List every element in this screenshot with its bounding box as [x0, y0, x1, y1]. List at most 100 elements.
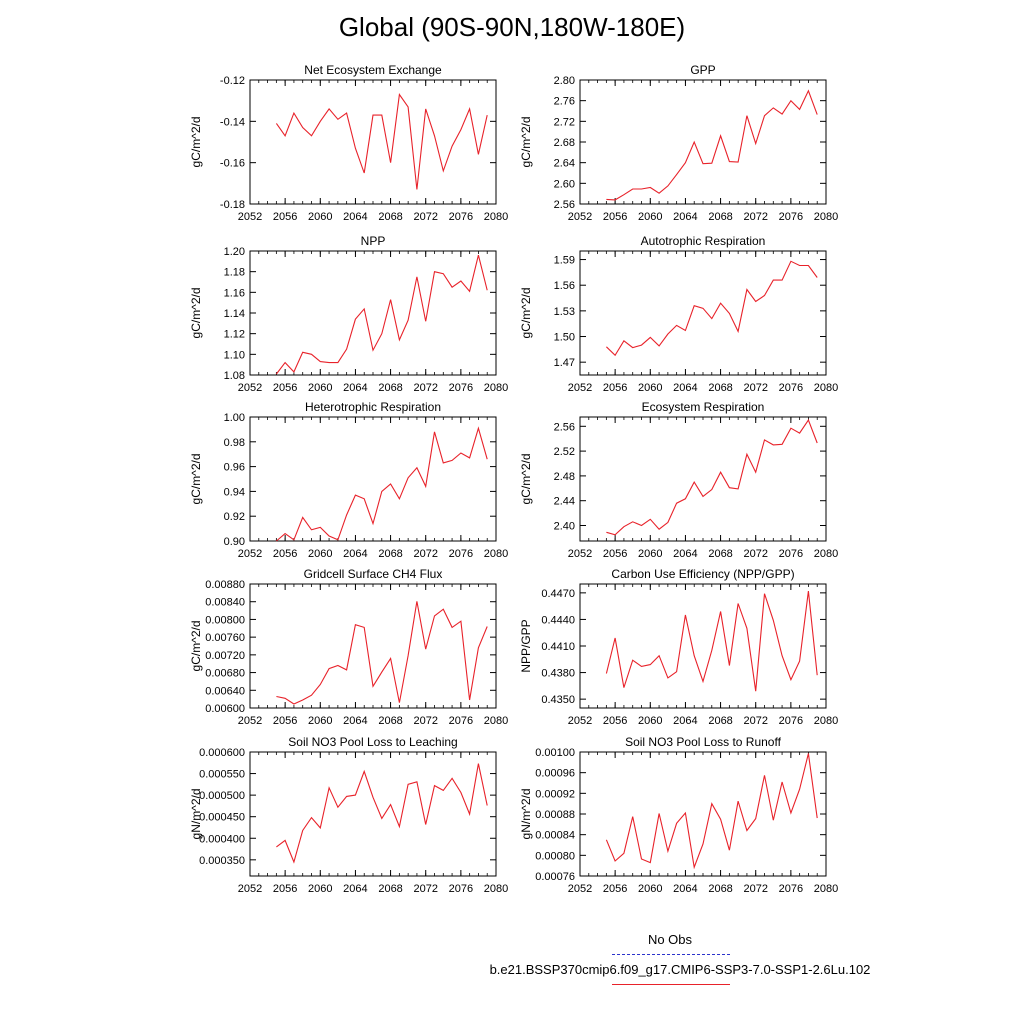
legend-obs-label: No Obs	[647, 932, 693, 947]
series-line	[276, 426, 488, 542]
chart-panel: Heterotrophic Respiration gC/m^2/d 2052 205…	[189, 400, 508, 560]
x-tick-label: 2072	[413, 715, 437, 727]
y-tick-label: 1.14	[224, 308, 245, 320]
x-tick-label: 2076	[449, 883, 473, 895]
y-tick-label: 0.00840	[205, 597, 245, 609]
x-tick-label: 2076	[779, 382, 803, 394]
y-tick-label: 0.98	[224, 437, 245, 449]
y-tick-label: 0.000450	[199, 812, 245, 824]
x-tick-label: 2080	[484, 715, 508, 727]
x-tick-label: 2072	[743, 883, 767, 895]
panel-title: Net Ecosystem Exchange	[304, 63, 442, 77]
y-tick-label: 0.000400	[199, 833, 245, 845]
y-tick-label: 0.4470	[541, 588, 575, 600]
x-tick-label: 2064	[673, 715, 697, 727]
x-tick-label: 2080	[484, 211, 508, 223]
plot-frame	[579, 416, 827, 542]
y-tick-label: 2.40	[554, 521, 575, 533]
legend-obs-line	[612, 954, 730, 955]
y-axis-label: gC/m^2/d	[189, 117, 203, 168]
y-tick-label: 0.00720	[205, 650, 245, 662]
x-tick-label: 2064	[343, 211, 367, 223]
x-tick-label: 2052	[568, 548, 592, 560]
y-tick-label: 1.47	[554, 357, 575, 369]
series-line	[606, 89, 818, 201]
y-tick-label: 2.68	[554, 137, 575, 149]
series-line	[606, 260, 818, 357]
x-tick-label: 2068	[378, 883, 402, 895]
x-tick-label: 2068	[708, 883, 732, 895]
x-tick-label: 2076	[449, 548, 473, 560]
panel-title: Gridcell Surface CH4 Flux	[304, 567, 443, 581]
y-tick-label: 0.90	[224, 536, 245, 548]
y-tick-label: 1.50	[554, 332, 575, 344]
y-tick-label: 1.08	[224, 370, 245, 382]
x-tick-label: 2052	[238, 211, 262, 223]
y-tick-label: 0.96	[224, 462, 245, 474]
y-tick-label: 0.00092	[535, 788, 575, 800]
x-tick-label: 2060	[638, 382, 662, 394]
y-axis-label: gC/m^2/d	[189, 288, 203, 339]
x-tick-label: 2060	[638, 548, 662, 560]
plot-frame	[579, 751, 827, 877]
y-tick-label: 1.53	[554, 306, 575, 318]
x-tick-label: 2072	[413, 211, 437, 223]
y-tick-label: 1.12	[224, 329, 245, 341]
y-tick-label: 0.00084	[535, 830, 575, 842]
panel-title: GPP	[690, 63, 715, 77]
y-tick-label: 1.00	[224, 412, 245, 424]
x-tick-label: 2068	[378, 715, 402, 727]
legend-case-line	[612, 984, 730, 985]
panel-title: Heterotrophic Respiration	[305, 400, 441, 414]
x-tick-label: 2060	[308, 715, 332, 727]
x-tick-label: 2080	[814, 382, 838, 394]
panel-title: Carbon Use Efficiency (NPP/GPP)	[611, 567, 794, 581]
x-tick-label: 2052	[238, 548, 262, 560]
y-tick-label: -0.18	[220, 199, 245, 211]
x-tick-label: 2068	[708, 211, 732, 223]
y-tick-label: 1.59	[554, 255, 575, 267]
x-tick-label: 2056	[603, 548, 627, 560]
y-tick-label: 0.94	[224, 486, 245, 498]
x-tick-label: 2068	[708, 382, 732, 394]
series-line	[276, 763, 488, 864]
x-tick-label: 2080	[484, 382, 508, 394]
chart-panel: Autotrophic Respiration gC/m^2/d 2052 2056 2…	[519, 234, 838, 394]
x-tick-label: 2056	[603, 211, 627, 223]
y-axis-label: gN/m^2/d	[519, 789, 533, 840]
x-tick-label: 2076	[449, 211, 473, 223]
x-tick-label: 2064	[343, 883, 367, 895]
series-line	[275, 254, 488, 375]
x-tick-label: 2060	[308, 211, 332, 223]
y-tick-label: 1.20	[224, 246, 245, 258]
plot-frame	[249, 250, 497, 376]
y-tick-label: 0.000600	[199, 747, 245, 759]
y-tick-label: 0.4350	[541, 694, 575, 706]
y-axis-label: gC/m^2/d	[519, 288, 533, 339]
x-tick-label: 2068	[708, 715, 732, 727]
x-tick-label: 2056	[273, 548, 297, 560]
y-tick-label: 2.60	[554, 178, 575, 190]
plot-frame	[579, 79, 827, 205]
y-tick-label: 0.92	[224, 511, 245, 523]
y-tick-label: 2.48	[554, 471, 575, 483]
x-tick-label: 2060	[308, 548, 332, 560]
series-line	[276, 601, 488, 705]
y-tick-label: 1.56	[554, 280, 575, 292]
y-tick-label: 0.00076	[535, 871, 575, 883]
y-tick-label: 0.00800	[205, 614, 245, 626]
y-tick-label: 1.16	[224, 287, 245, 299]
x-tick-label: 2080	[484, 548, 508, 560]
x-tick-label: 2072	[743, 715, 767, 727]
panel-title: Soil NO3 Pool Loss to Runoff	[625, 735, 782, 749]
x-tick-label: 2080	[814, 211, 838, 223]
legend-case-label: b.e21.BSSP370cmip6.f09_g17.CMIP6-SSP3-7.…	[489, 962, 871, 977]
plot-frame	[249, 751, 497, 877]
x-tick-label: 2056	[273, 883, 297, 895]
chart-panel: Soil NO3 Pool Loss to Runoff gN/m^2/d 2052…	[519, 735, 838, 895]
x-tick-label: 2052	[238, 382, 262, 394]
y-tick-label: 0.00760	[205, 632, 245, 644]
x-tick-label: 2064	[343, 382, 367, 394]
x-tick-label: 2052	[568, 883, 592, 895]
x-tick-label: 2064	[673, 382, 697, 394]
